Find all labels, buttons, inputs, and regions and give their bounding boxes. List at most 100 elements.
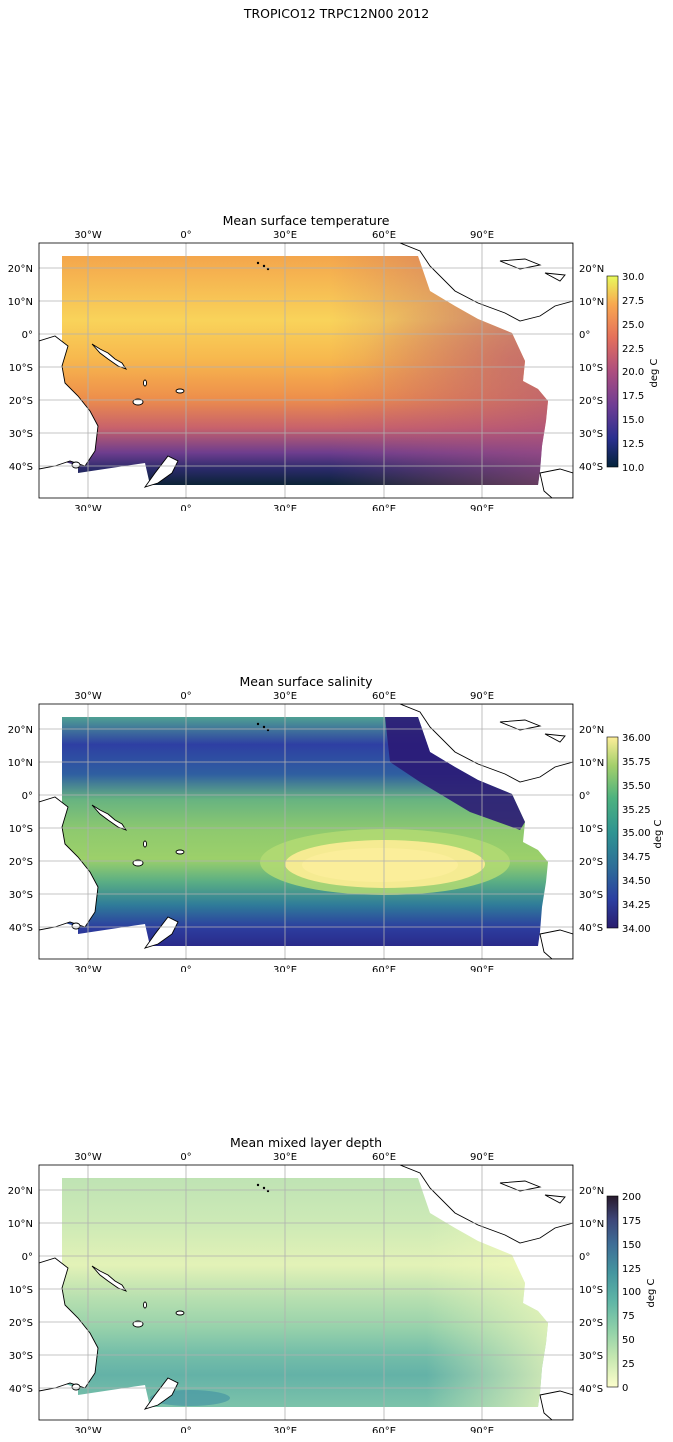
lat-tick-left: 40°S (9, 462, 33, 473)
colorbar (606, 275, 619, 468)
colorbar (606, 736, 619, 929)
lat-tick-left: 10°S (9, 363, 33, 374)
lon-tick-bottom: 60°E (372, 504, 396, 511)
lat-tick-right: 10°N (579, 758, 604, 769)
panel-title: Mean surface temperature (222, 213, 390, 228)
colorbar-tick: 25 (622, 1359, 635, 1370)
lon-tick-top: 60°E (372, 1152, 396, 1163)
colorbar-tick: 100 (622, 1287, 641, 1298)
lon-tick-top: 90°E (470, 1152, 494, 1163)
lat-tick-right: 20°S (579, 857, 603, 868)
lat-tick-left: 30°S (9, 429, 33, 440)
lat-tick-right: 20°S (579, 1318, 603, 1329)
lat-tick-right: 0° (579, 1252, 590, 1263)
lat-tick-right: 40°S (579, 462, 603, 473)
lat-tick-right: 10°N (579, 297, 604, 308)
lon-tick-bottom: 60°E (372, 965, 396, 972)
lon-tick-bottom: 0° (180, 504, 191, 511)
lat-tick-left: 0° (22, 330, 33, 341)
lat-tick-left: 40°S (9, 923, 33, 934)
colorbar-label: deg C (649, 358, 660, 387)
lon-tick-top: 60°E (372, 691, 396, 702)
lat-tick-left: 20°N (8, 725, 33, 736)
lat-tick-left: 10°S (9, 1285, 33, 1296)
temperature-panel: Mean surface temperature (0, 211, 673, 511)
lat-tick-left: 0° (22, 1252, 33, 1263)
colorbar-tick: 50 (622, 1335, 635, 1346)
salinity-panel: Mean surface salinity (0, 672, 673, 972)
lat-tick-left: 10°N (8, 1219, 33, 1230)
lon-tick-bottom: 90°E (470, 1426, 494, 1433)
lon-tick-top: 0° (180, 691, 191, 702)
lon-tick-top: 0° (180, 230, 191, 241)
temperature-map: 30°W 0° 30°E 60°E 90°E 30°W 0° 30°E 60°E… (8, 230, 660, 511)
lon-tick-top: 30°E (273, 691, 297, 702)
lon-tick-top: 90°E (470, 691, 494, 702)
colorbar-tick: 35.75 (622, 757, 651, 768)
colorbar-tick: 35.00 (622, 828, 651, 839)
colorbar-tick: 175 (622, 1216, 641, 1227)
lon-tick-bottom: 30°E (273, 1426, 297, 1433)
lon-tick-top: 30°E (273, 1152, 297, 1163)
colorbar-tick: 35.50 (622, 781, 651, 792)
colorbar-tick: 25.0 (622, 320, 644, 331)
lon-tick-bottom: 30°W (74, 965, 102, 972)
figure-title: TROPICO12 TRPC12N00 2012 (243, 6, 430, 21)
lat-tick-right: 10°S (579, 363, 603, 374)
lat-tick-left: 10°S (9, 824, 33, 835)
colorbar-tick: 75 (622, 1311, 635, 1322)
lon-tick-top: 0° (180, 1152, 191, 1163)
lat-tick-right: 10°N (579, 1219, 604, 1230)
lat-tick-right: 10°S (579, 1285, 603, 1296)
colorbar-tick: 30.0 (622, 272, 644, 283)
lat-tick-right: 20°N (579, 264, 604, 275)
mixed-layer-panel: Mean mixed layer depth (0, 1133, 673, 1433)
lon-tick-top: 90°E (470, 230, 494, 241)
colorbar-tick: 36.00 (622, 733, 651, 744)
lon-tick-top: 30°W (74, 230, 102, 241)
lat-tick-right: 40°S (579, 923, 603, 934)
lat-tick-left: 20°N (8, 1186, 33, 1197)
colorbar-tick: 12.5 (622, 439, 644, 450)
colorbar-label: deg C (653, 819, 664, 848)
lat-tick-left: 30°S (9, 890, 33, 901)
colorbar-tick: 35.25 (622, 805, 651, 816)
lat-tick-left: 20°S (9, 1318, 33, 1329)
colorbar-tick: 34.25 (622, 900, 651, 911)
panel-title: Mean surface salinity (239, 674, 373, 689)
lat-tick-right: 30°S (579, 429, 603, 440)
lat-tick-right: 40°S (579, 1384, 603, 1395)
lon-tick-top: 30°E (273, 230, 297, 241)
colorbar-tick: 10.0 (622, 463, 644, 474)
lat-tick-left: 20°S (9, 396, 33, 407)
lon-tick-top: 60°E (372, 230, 396, 241)
colorbar-tick: 200 (622, 1192, 641, 1203)
colorbar-tick: 34.50 (622, 876, 651, 887)
colorbar-tick: 125 (622, 1264, 641, 1275)
lat-tick-left: 20°S (9, 857, 33, 868)
colorbar-tick: 27.5 (622, 296, 644, 307)
lat-tick-left: 10°N (8, 297, 33, 308)
lon-tick-bottom: 30°W (74, 1426, 102, 1433)
colorbar-tick: 17.5 (622, 391, 644, 402)
mixed-layer-map: 30°W 0° 30°E 60°E 90°E 30°W 0° 30°E 60°E… (8, 1152, 657, 1433)
colorbar-tick: 15.0 (622, 415, 644, 426)
lat-tick-right: 20°S (579, 396, 603, 407)
colorbar-tick: 0 (622, 1383, 628, 1394)
lon-tick-bottom: 30°W (74, 504, 102, 511)
colorbar-tick: 22.5 (622, 344, 644, 355)
colorbar-tick: 34.75 (622, 852, 651, 863)
lat-tick-right: 20°N (579, 725, 604, 736)
lat-tick-right: 30°S (579, 890, 603, 901)
colorbar-label: deg C (646, 1278, 657, 1307)
colorbar (606, 1195, 619, 1388)
lat-tick-left: 40°S (9, 1384, 33, 1395)
lat-tick-right: 30°S (579, 1351, 603, 1362)
lon-tick-top: 30°W (74, 1152, 102, 1163)
colorbar-tick: 20.0 (622, 367, 644, 378)
lat-tick-left: 20°N (8, 264, 33, 275)
lat-tick-right: 20°N (579, 1186, 604, 1197)
lat-tick-right: 0° (579, 791, 590, 802)
panel-title: Mean mixed layer depth (229, 1135, 382, 1150)
lon-tick-bottom: 0° (180, 1426, 191, 1433)
